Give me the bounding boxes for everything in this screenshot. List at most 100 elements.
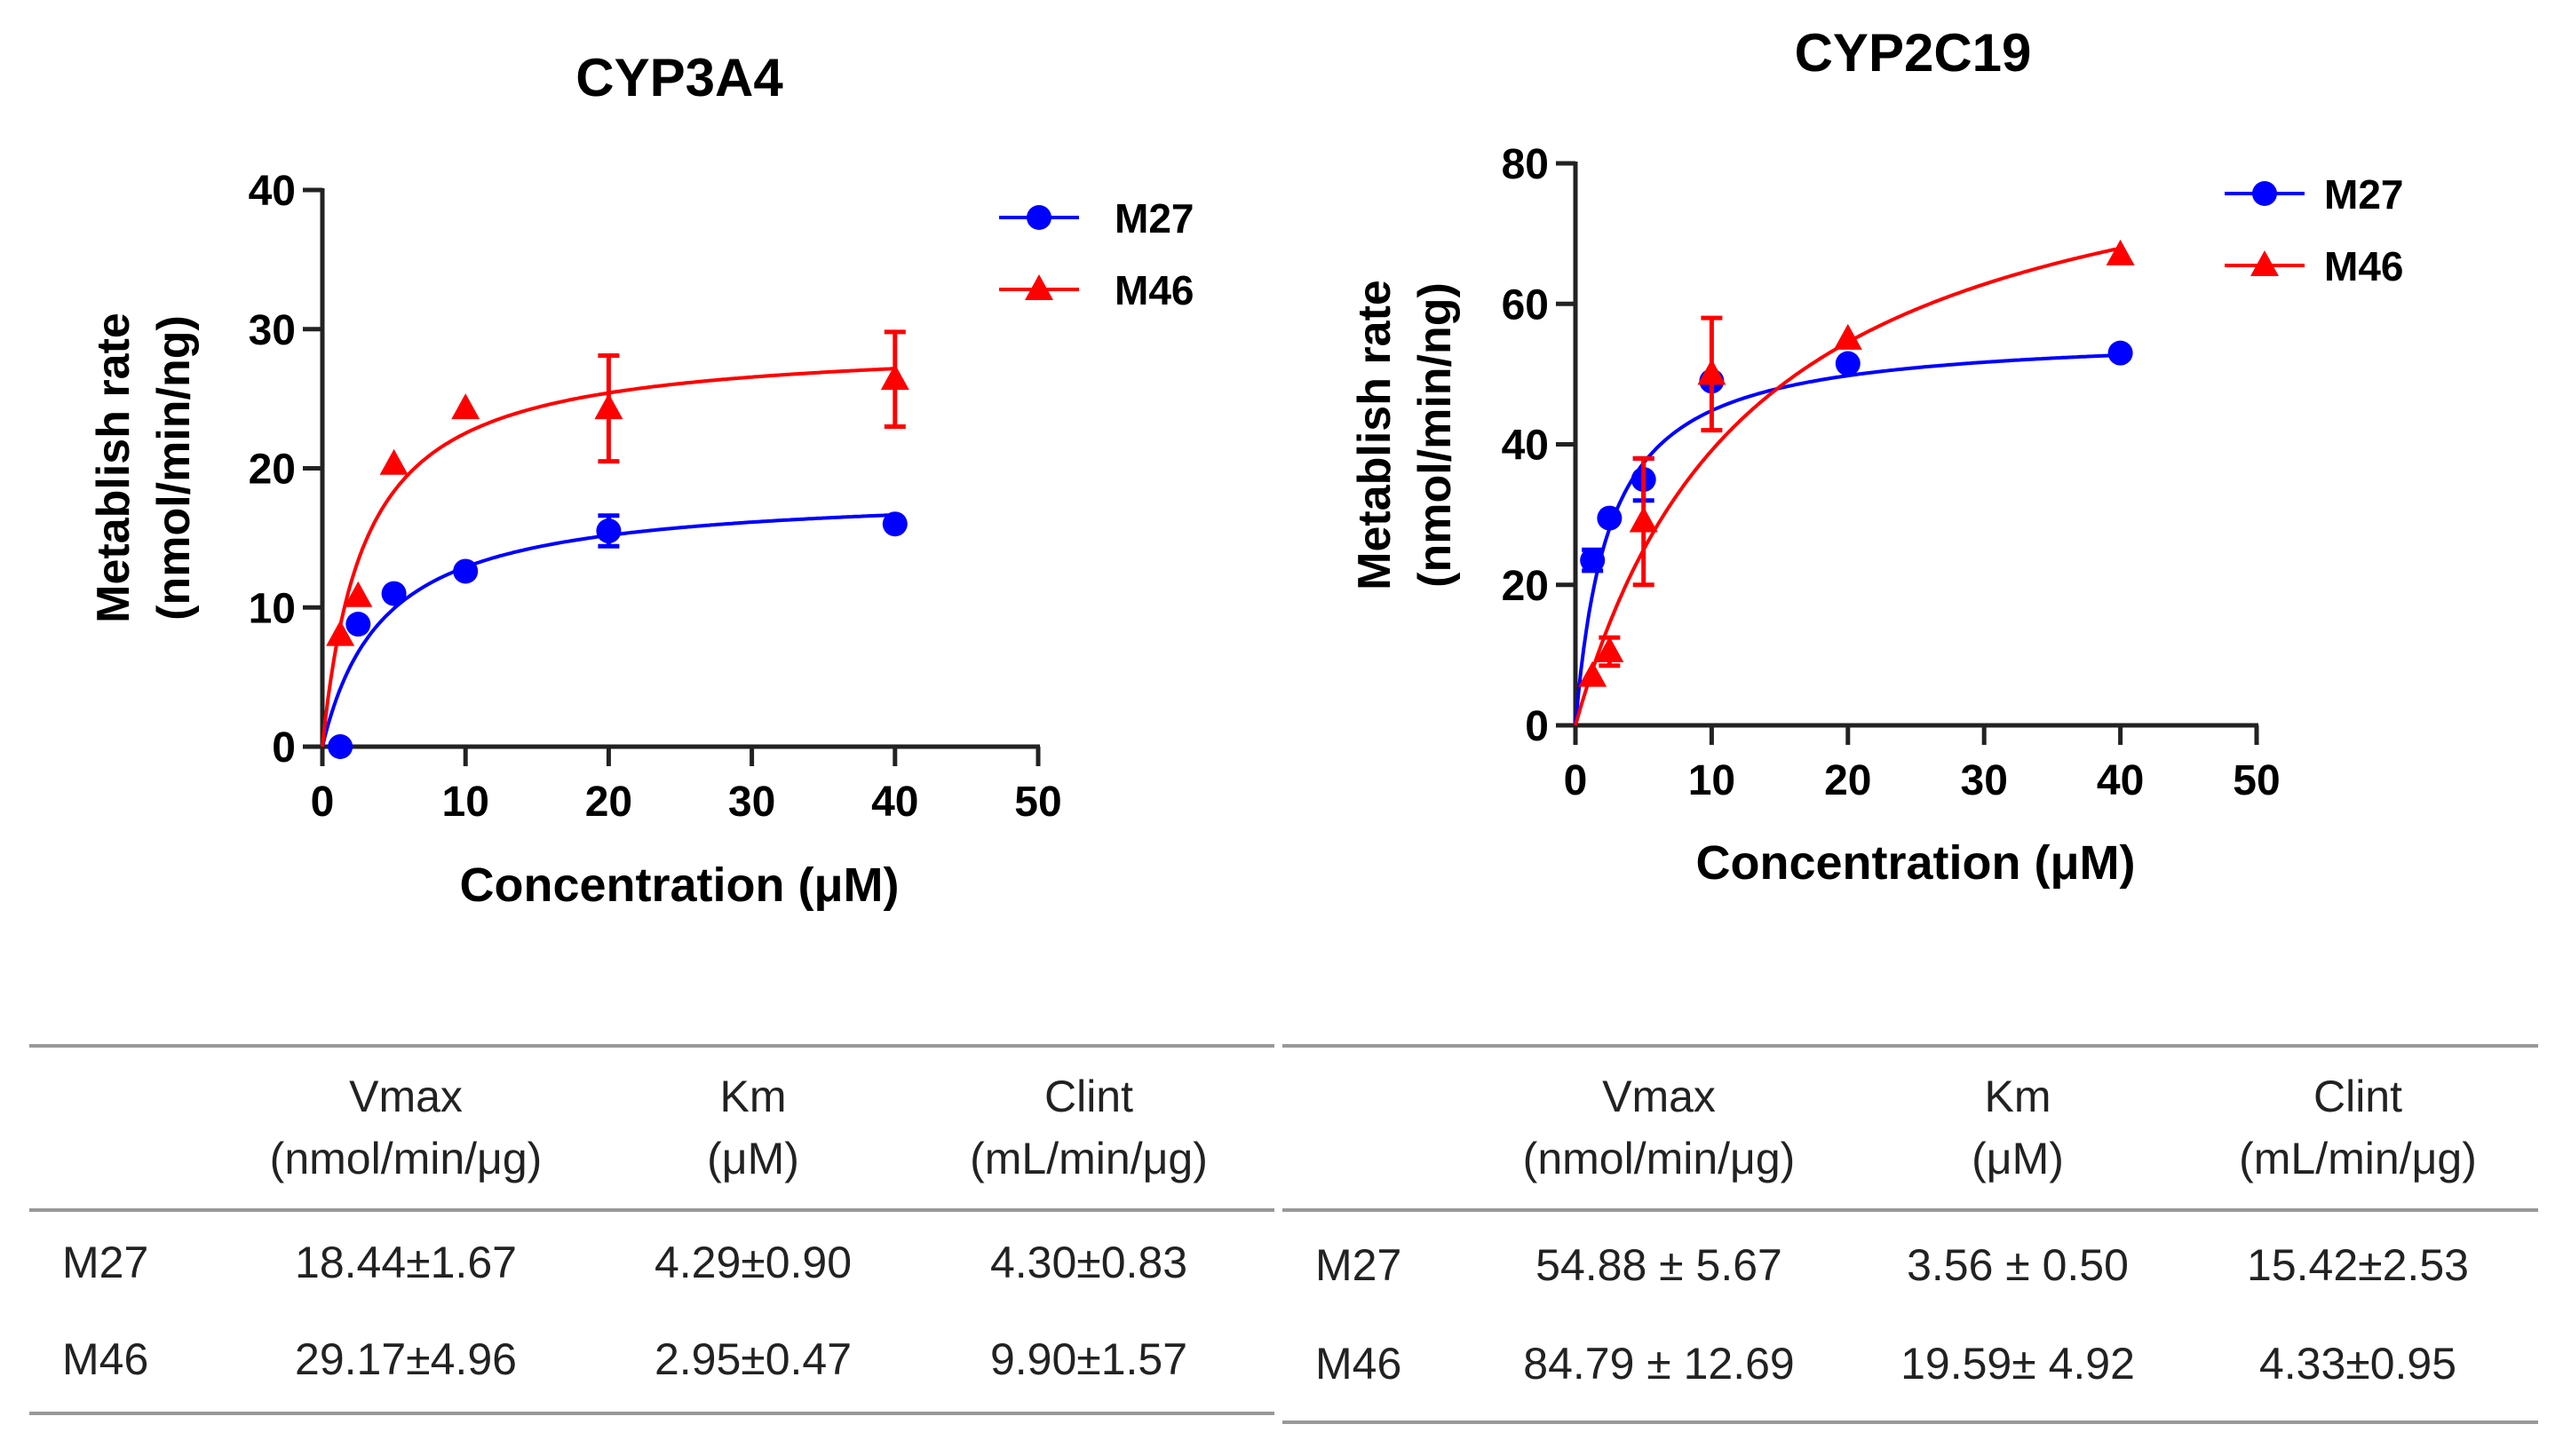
- legend-label: M27: [2324, 171, 2403, 218]
- column-header: Vmax: [1602, 1072, 1716, 1121]
- column-header: Km: [1984, 1072, 2051, 1121]
- data-point: [1629, 506, 1658, 533]
- table-rule: [29, 1208, 1274, 1212]
- column-header: Km: [719, 1072, 787, 1121]
- data-point: [1597, 505, 1623, 531]
- data-point: [344, 581, 373, 607]
- y-tick-label: 0: [1525, 703, 1549, 750]
- series-m46: [321, 329, 909, 748]
- x-tick-label: 40: [871, 779, 918, 826]
- legend-item-m27: M27: [999, 195, 1194, 241]
- x-tick-label: 10: [442, 779, 489, 826]
- x-axis-label: Concentration (μM): [1696, 836, 2136, 890]
- table-cell: 2.95±0.47: [654, 1334, 853, 1384]
- table-cell: 15.42±2.53: [2247, 1240, 2469, 1290]
- x-tick-label: 50: [1014, 779, 1061, 826]
- legend-item-m46: M46: [999, 267, 1194, 313]
- y-tick-label: 20: [249, 447, 296, 494]
- column-header-unit: (nmol/min/μg): [269, 1134, 543, 1183]
- legend-label: M46: [1115, 267, 1194, 313]
- data-point: [1833, 323, 1862, 350]
- y-tick-label: 40: [1502, 423, 1549, 470]
- chart-cyp2c19: CYP2C19 0 20 40 60 80 0 10 20 30 40 50 Concentration…: [1349, 23, 2403, 890]
- y-tick-label: 40: [249, 168, 296, 215]
- data-point: [596, 518, 622, 544]
- data-point: [453, 558, 479, 584]
- row-label: M27: [1315, 1240, 1402, 1290]
- table-cell: 4.30±0.83: [989, 1238, 1188, 1287]
- y-tick-label: 20: [1502, 563, 1549, 610]
- y-tick-label: 60: [1502, 281, 1549, 328]
- data-point: [326, 620, 355, 646]
- table-rule: [29, 1044, 1274, 1048]
- legend-label: M46: [2324, 243, 2403, 289]
- chart-title: CYP3A4: [575, 48, 783, 107]
- table-rule: [29, 1412, 1274, 1415]
- y-tick-label: 10: [249, 585, 296, 632]
- column-header: Vmax: [349, 1072, 463, 1121]
- fit-curve: [321, 513, 895, 748]
- legend-marker: [2250, 250, 2279, 276]
- data-point: [882, 511, 908, 537]
- column-header-unit: (μM): [707, 1134, 799, 1183]
- data-point: [381, 581, 407, 606]
- table-cell: 4.29±0.90: [654, 1238, 853, 1287]
- chart-cyp3a4: CYP3A4 0 10 20 30 40 0 10 20 30 40 50 Concentration …: [88, 48, 1194, 912]
- table-cell: 3.56 ± 0.50: [1907, 1240, 2129, 1290]
- table-cell: 84.79 ± 12.69: [1523, 1339, 1795, 1389]
- x-tick-label: 20: [585, 779, 632, 826]
- data-point: [451, 393, 480, 420]
- data-point: [1580, 548, 1606, 574]
- data-point: [1697, 359, 1726, 385]
- data-point: [1595, 636, 1624, 662]
- legend-item-m46: M46: [2225, 243, 2403, 289]
- row-label: M46: [62, 1334, 149, 1384]
- table-rule: [1282, 1420, 2538, 1424]
- column-header-unit: (μM): [1972, 1134, 2064, 1183]
- x-tick-label: 40: [2097, 757, 2144, 804]
- x-tick-label: 30: [728, 779, 775, 826]
- x-tick-label: 30: [1961, 757, 2008, 804]
- table-rule: [1282, 1208, 2538, 1212]
- data-point: [379, 448, 409, 475]
- table-cell: 19.59± 4.92: [1900, 1339, 2135, 1389]
- legend-label: M27: [1115, 195, 1194, 241]
- table-cell: 9.90±1.57: [989, 1334, 1188, 1384]
- column-header-unit: (mL/min/μg): [970, 1134, 1208, 1183]
- chart-title: CYP2C19: [1795, 23, 2032, 83]
- column-header-unit: (mL/min/μg): [2239, 1134, 2477, 1183]
- table-cell: 4.33±0.95: [2258, 1339, 2457, 1389]
- x-tick-label: 50: [2233, 757, 2280, 804]
- data-point: [2107, 340, 2133, 366]
- data-point: [328, 734, 353, 759]
- table-cell: 54.88 ± 5.67: [1535, 1240, 1782, 1290]
- legend-marker: [1025, 274, 1053, 300]
- data-point: [1578, 661, 1607, 687]
- y-tick-label: 0: [272, 724, 296, 772]
- fit-curve: [1574, 353, 2121, 726]
- x-axis-label: Concentration (μM): [460, 859, 900, 912]
- column-header: Clint: [1043, 1072, 1134, 1121]
- x-tick-label: 20: [1824, 757, 1871, 804]
- x-tick-label: 0: [1564, 757, 1588, 804]
- row-label: M46: [1315, 1339, 1402, 1389]
- data-point: [880, 364, 909, 391]
- data-point: [1835, 351, 1861, 376]
- series-m27: [321, 511, 908, 759]
- fit-curve: [1574, 246, 2122, 726]
- y-axis-label: (nmol/min/ng): [1409, 282, 1461, 588]
- legend-item-m27: M27: [2225, 171, 2403, 218]
- x-tick-label: 10: [1688, 757, 1735, 804]
- data-point: [2106, 239, 2135, 265]
- table-cell: 18.44±1.67: [295, 1238, 517, 1287]
- y-tick-label: 80: [1502, 141, 1549, 188]
- table-cell: 29.17±4.96: [295, 1334, 517, 1384]
- y-tick-label: 30: [249, 307, 296, 354]
- y-axis-label: Metablish rate: [88, 313, 139, 623]
- table-rule: [1282, 1044, 2538, 1048]
- series-m27: [1574, 340, 2133, 726]
- data-point: [345, 612, 371, 637]
- series-m46: [1574, 239, 2135, 726]
- data-point: [594, 393, 623, 420]
